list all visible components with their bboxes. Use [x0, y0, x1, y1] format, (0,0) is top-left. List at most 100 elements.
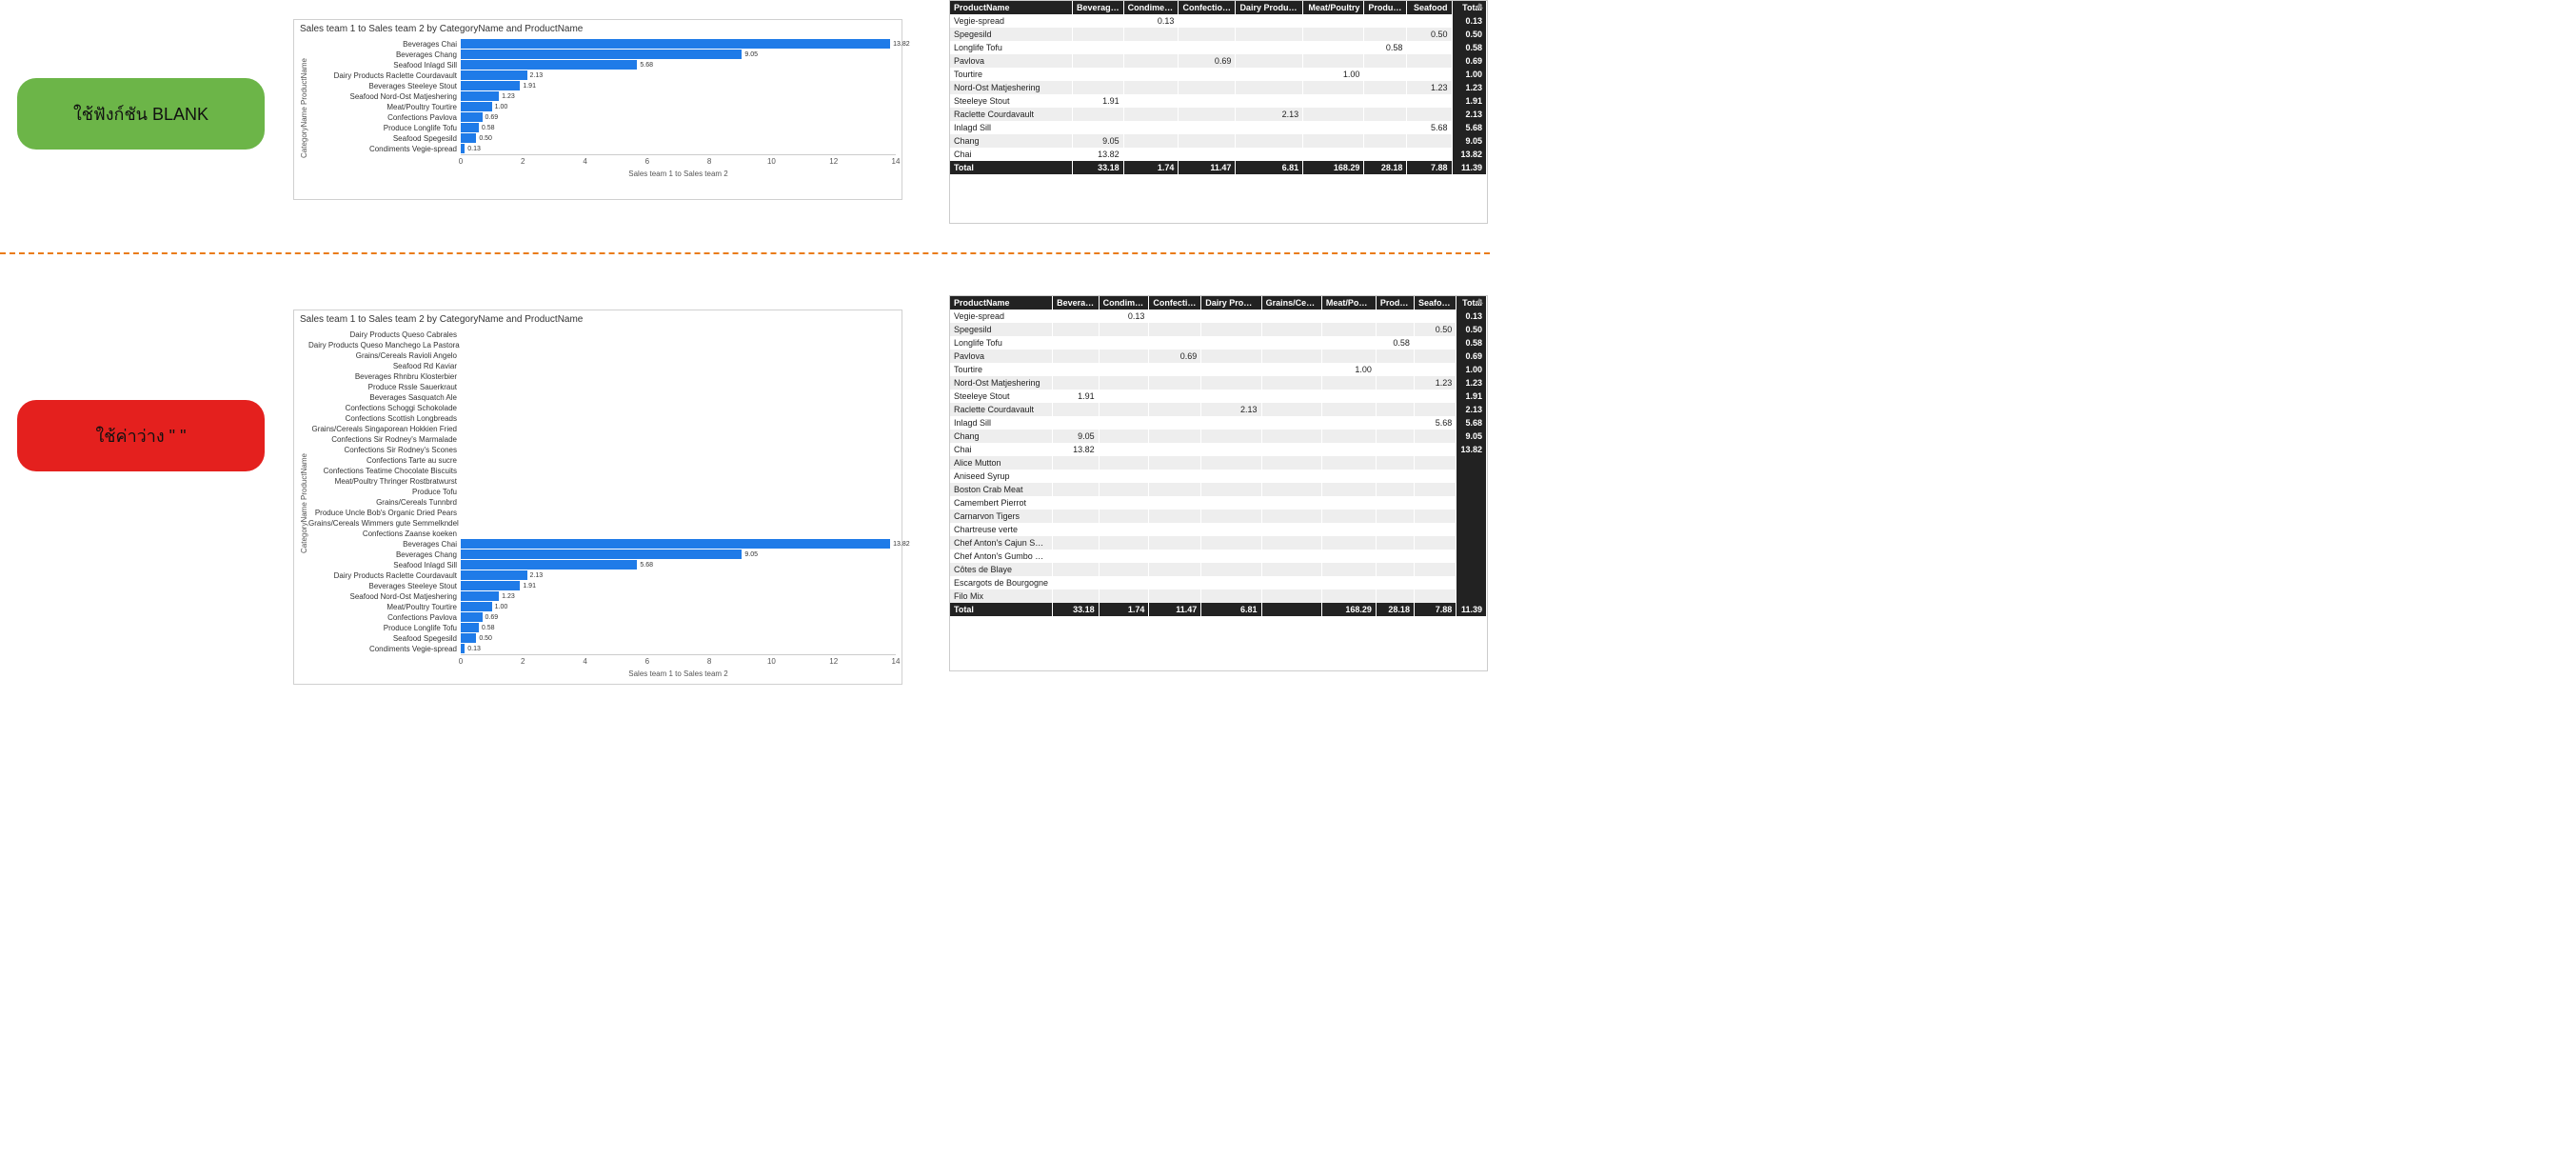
- table-row[interactable]: Carnarvon Tigers: [950, 510, 1487, 523]
- bar-fill[interactable]: 0.69: [461, 112, 483, 122]
- bar-fill[interactable]: 0.13: [461, 644, 465, 653]
- table-row[interactable]: Longlife Tofu0.580.58: [950, 336, 1487, 350]
- table-row[interactable]: Longlife Tofu0.580.58: [950, 41, 1487, 54]
- table-row[interactable]: Spegesild0.500.50: [950, 323, 1487, 336]
- bar-fill[interactable]: 1.23: [461, 591, 499, 601]
- column-header[interactable]: Meat/Poultry: [1321, 296, 1376, 310]
- value-cell: [1099, 589, 1149, 603]
- table-row[interactable]: Pavlova0.690.69: [950, 54, 1487, 68]
- bar-fill[interactable]: 9.05: [461, 550, 742, 559]
- table-row[interactable]: Nord-Ost Matjeshering1.231.23: [950, 376, 1487, 390]
- table-row[interactable]: Chai13.8213.82: [950, 443, 1487, 456]
- column-header[interactable]: Confections: [1149, 296, 1201, 310]
- table-row[interactable]: Inlagd Sill5.685.68: [950, 121, 1487, 134]
- table-row[interactable]: Chef Anton's Gumbo Mix: [950, 550, 1487, 563]
- bar-fill[interactable]: 0.58: [461, 123, 479, 132]
- value-cell: 0.58: [1376, 336, 1414, 350]
- table-row[interactable]: Spegesild0.500.50: [950, 28, 1487, 41]
- column-header[interactable]: Condiments: [1099, 296, 1149, 310]
- value-cell: [1053, 456, 1100, 470]
- bar-fill[interactable]: 1.91: [461, 581, 520, 590]
- bar-track: 1.00: [461, 102, 896, 111]
- sort-arrow-icon[interactable]: [1476, 298, 1483, 304]
- bar-fill[interactable]: 0.50: [461, 633, 476, 643]
- table-row[interactable]: Chang9.059.05: [950, 430, 1487, 443]
- column-header[interactable]: Produce: [1364, 1, 1407, 14]
- value-cell: [1414, 363, 1456, 376]
- column-header[interactable]: Seafood: [1407, 1, 1452, 14]
- matrix-bottom[interactable]: ProductNameBeveragesCondimentsConfection…: [949, 295, 1488, 671]
- y-axis-label: CategoryName ProductName: [300, 38, 308, 178]
- column-total-cell: 168.29: [1303, 161, 1364, 174]
- column-header[interactable]: Beverages: [1053, 296, 1100, 310]
- bar-fill[interactable]: 0.13: [461, 144, 465, 153]
- bar-chart-bottom[interactable]: Sales team 1 to Sales team 2 by Category…: [293, 310, 902, 685]
- table-row[interactable]: Chef Anton's Cajun Seasoning: [950, 536, 1487, 550]
- bar-fill[interactable]: 1.23: [461, 91, 499, 101]
- table-row[interactable]: Aniseed Syrup: [950, 470, 1487, 483]
- table-row[interactable]: Chang9.059.05: [950, 134, 1487, 148]
- bar-fill[interactable]: 5.68: [461, 60, 637, 70]
- table-row[interactable]: Filo Mix: [950, 589, 1487, 603]
- column-header[interactable]: Seafood: [1414, 296, 1456, 310]
- column-header[interactable]: Meat/Poultry: [1303, 1, 1364, 14]
- bar-fill[interactable]: 13.82: [461, 39, 890, 49]
- bar-fill[interactable]: 2.13: [461, 70, 527, 80]
- value-cell: [1179, 108, 1236, 121]
- bar-label: Confections Pavlova: [308, 113, 461, 122]
- table-row[interactable]: Raclette Courdavault2.132.13: [950, 403, 1487, 416]
- value-cell: [1201, 390, 1261, 403]
- bar-fill[interactable]: 2.13: [461, 570, 527, 580]
- table-row[interactable]: Escargots de Bourgogne: [950, 576, 1487, 589]
- column-header[interactable]: Produce: [1376, 296, 1414, 310]
- bar-row: Beverages Sasquatch Ale: [308, 392, 896, 402]
- table-row[interactable]: Chartreuse verte: [950, 523, 1487, 536]
- table-row[interactable]: Steeleye Stout1.911.91: [950, 94, 1487, 108]
- sort-arrow-icon[interactable]: [1476, 3, 1483, 9]
- table-row[interactable]: Camembert Pierrot: [950, 496, 1487, 510]
- column-header[interactable]: Confections: [1179, 1, 1236, 14]
- table-row[interactable]: Pavlova0.690.69: [950, 350, 1487, 363]
- column-header[interactable]: ProductName: [950, 296, 1053, 310]
- value-cell: [1236, 134, 1303, 148]
- table-row[interactable]: Inlagd Sill5.685.68: [950, 416, 1487, 430]
- table-row[interactable]: Steeleye Stout1.911.91: [950, 390, 1487, 403]
- table-row[interactable]: Vegie-spread0.130.13: [950, 310, 1487, 323]
- table-row[interactable]: Raclette Courdavault2.132.13: [950, 108, 1487, 121]
- table-row[interactable]: Tourtire1.001.00: [950, 68, 1487, 81]
- table-row[interactable]: Vegie-spread0.130.13: [950, 14, 1487, 28]
- bar-label: Produce Uncle Bob's Organic Dried Pears: [308, 509, 461, 517]
- row-name-cell: Aniseed Syrup: [950, 470, 1053, 483]
- bar-chart-top[interactable]: Sales team 1 to Sales team 2 by Category…: [293, 19, 902, 200]
- bar-label: Seafood Rd Kaviar: [308, 362, 461, 370]
- column-header[interactable]: Grains/Cereals: [1261, 296, 1321, 310]
- bar-fill[interactable]: 0.69: [461, 612, 483, 622]
- table-row[interactable]: Nord-Ost Matjeshering1.231.23: [950, 81, 1487, 94]
- column-header[interactable]: Beverages: [1073, 1, 1124, 14]
- value-cell: [1201, 496, 1261, 510]
- table-row[interactable]: Côtes de Blaye: [950, 563, 1487, 576]
- table-row[interactable]: Chai13.8213.82: [950, 148, 1487, 161]
- column-header[interactable]: Dairy Products: [1201, 296, 1261, 310]
- table-row[interactable]: Tourtire1.001.00: [950, 363, 1487, 376]
- bar-fill[interactable]: 1.91: [461, 81, 520, 90]
- bar-fill[interactable]: 0.50: [461, 133, 476, 143]
- value-cell: [1179, 148, 1236, 161]
- column-header[interactable]: ProductName: [950, 1, 1073, 14]
- column-header[interactable]: Dairy Products: [1236, 1, 1303, 14]
- table-row[interactable]: Alice Mutton: [950, 456, 1487, 470]
- value-cell: [1364, 81, 1407, 94]
- column-header[interactable]: Condiments: [1123, 1, 1179, 14]
- bar-fill[interactable]: 1.00: [461, 102, 492, 111]
- bar-track: [461, 424, 896, 433]
- bar-fill[interactable]: 0.58: [461, 623, 479, 632]
- bar-row: Produce Longlife Tofu0.58: [308, 123, 896, 132]
- row-name-cell: Raclette Courdavault: [950, 108, 1073, 121]
- value-cell: [1321, 310, 1376, 323]
- bar-fill[interactable]: 13.82: [461, 539, 890, 549]
- bar-fill[interactable]: 9.05: [461, 50, 742, 59]
- bar-fill[interactable]: 5.68: [461, 560, 637, 570]
- matrix-top[interactable]: ProductNameBeveragesCondimentsConfection…: [949, 0, 1488, 224]
- bar-fill[interactable]: 1.00: [461, 602, 492, 611]
- table-row[interactable]: Boston Crab Meat: [950, 483, 1487, 496]
